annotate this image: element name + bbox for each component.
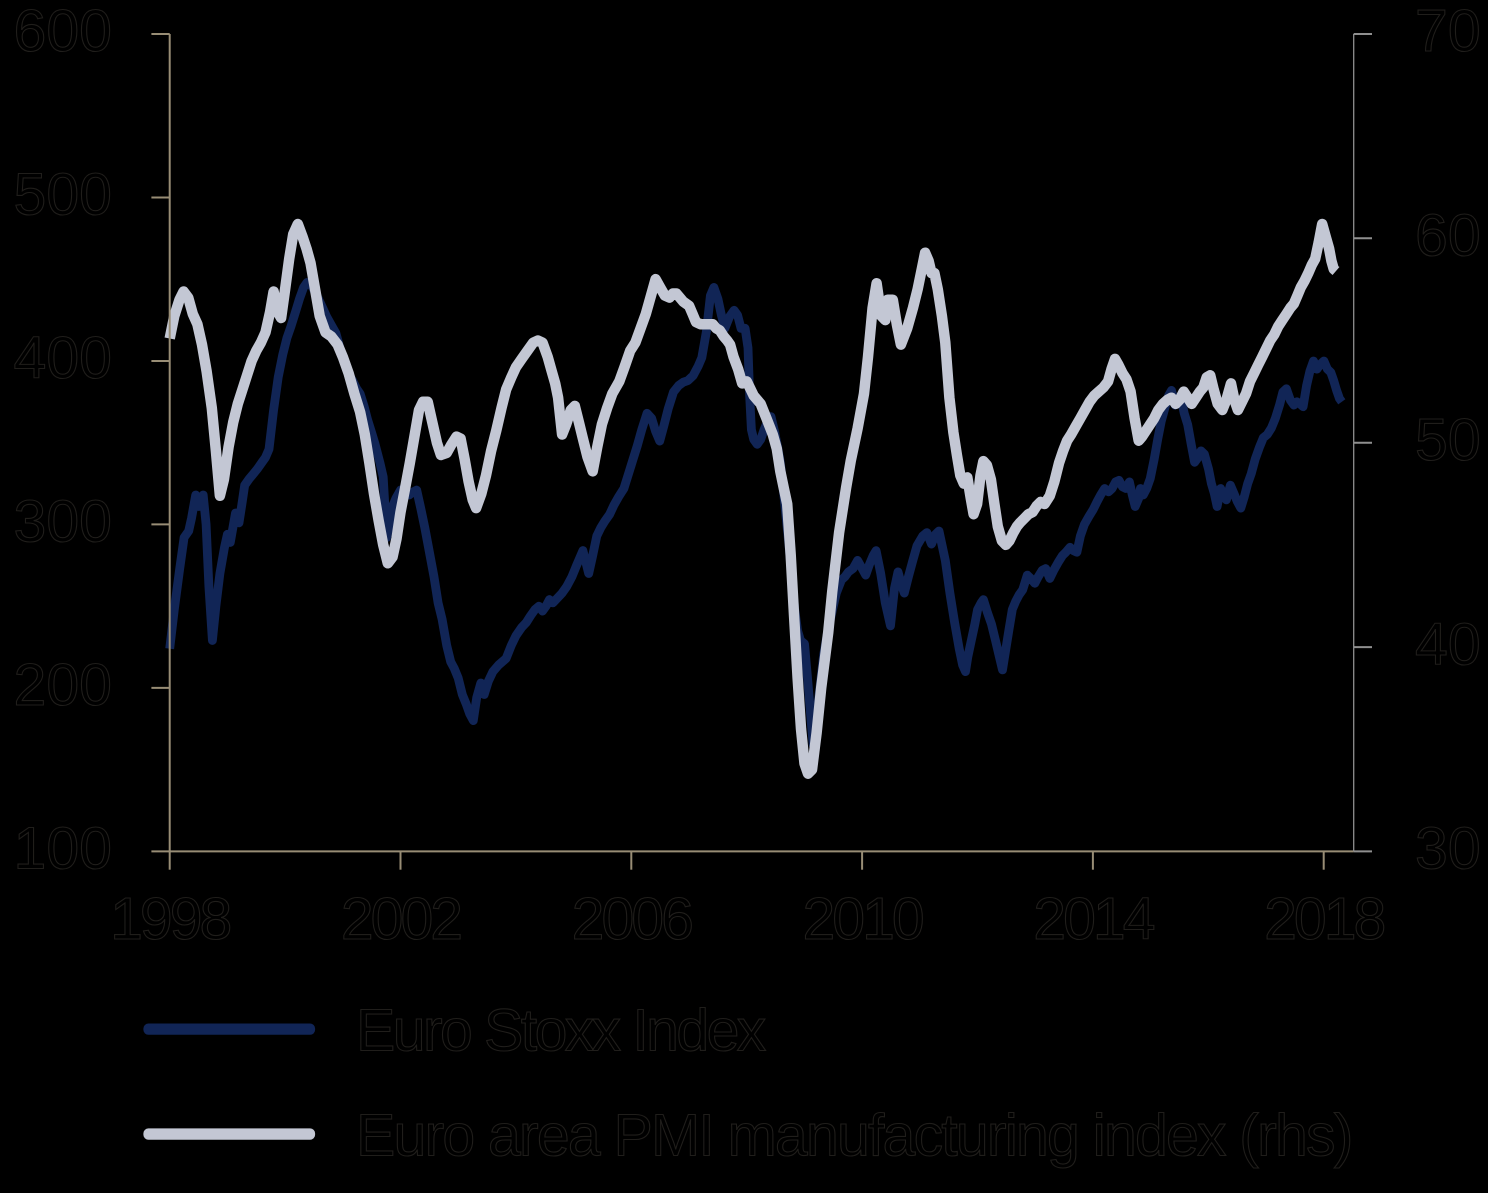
svg-text:100: 100: [14, 816, 112, 882]
svg-text:2018: 2018: [1264, 886, 1384, 952]
svg-text:40: 40: [1415, 611, 1481, 677]
svg-text:200: 200: [14, 652, 112, 718]
svg-text:2010: 2010: [802, 886, 922, 952]
svg-text:30: 30: [1415, 816, 1481, 882]
svg-text:50: 50: [1415, 407, 1481, 473]
svg-text:2014: 2014: [1033, 886, 1154, 952]
svg-text:300: 300: [14, 489, 112, 555]
svg-text:500: 500: [14, 162, 112, 228]
svg-text:Euro area PMI manufacturing in: Euro area PMI manufacturing index (rhs): [356, 1102, 1352, 1168]
svg-text:1998: 1998: [110, 886, 230, 952]
svg-text:2006: 2006: [572, 886, 692, 952]
svg-text:Euro Stoxx Index: Euro Stoxx Index: [356, 998, 766, 1064]
svg-text:400: 400: [14, 325, 112, 391]
svg-text:70: 70: [1415, 0, 1481, 64]
svg-text:2002: 2002: [341, 886, 460, 952]
svg-text:600: 600: [14, 0, 112, 64]
svg-text:60: 60: [1415, 203, 1481, 269]
